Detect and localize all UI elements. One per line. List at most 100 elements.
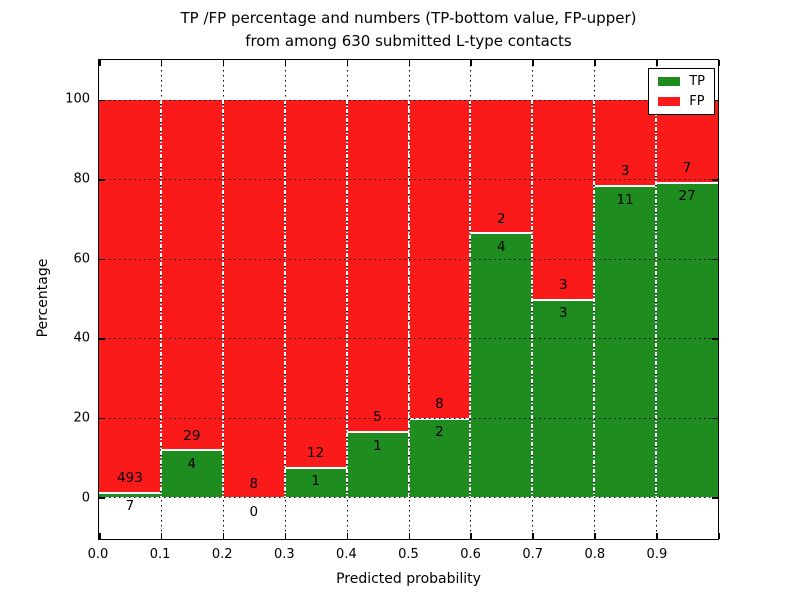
bar-tp-segment <box>160 449 223 498</box>
fp-count-label: 8 <box>249 475 259 492</box>
bar-fp-segment <box>532 99 595 299</box>
bar-edge-gridline <box>159 99 162 498</box>
bar-tp-segment <box>470 232 533 498</box>
x-tick-label: 0.1 <box>149 547 171 562</box>
x-axis-tick <box>594 60 596 66</box>
tp-count-label: 1 <box>373 437 382 454</box>
x-axis-tick <box>222 533 225 539</box>
x-axis-tick <box>346 60 349 66</box>
y-axis-tick <box>99 179 105 181</box>
bar-edge-gridline <box>655 99 658 498</box>
fp-swatch-icon <box>658 97 681 106</box>
x-axis-tick <box>718 533 720 539</box>
bar-tp-segment <box>532 298 595 498</box>
chart-title: TP /FP percentage and numbers (TP-bottom… <box>98 7 719 53</box>
fp-count-label: 5 <box>373 409 382 426</box>
x-axis-tick <box>99 60 101 66</box>
horizontal-gridline <box>99 179 718 181</box>
x-tick-label: 0.8 <box>584 547 606 562</box>
legend-entry-fp: FP <box>658 95 705 108</box>
x-tick-label: 0.0 <box>87 547 109 562</box>
bar-tp-segment <box>408 417 471 498</box>
horizontal-gridline <box>99 99 718 101</box>
x-axis-tick <box>532 533 534 539</box>
fp-count-label: 3 <box>558 276 568 293</box>
fp-count-label: 2 <box>497 210 506 227</box>
y-tick-label: 60 <box>73 251 90 267</box>
bar-tp-segment <box>346 431 409 498</box>
x-axis-tick <box>346 533 349 539</box>
y-tick-label: 20 <box>73 410 90 426</box>
y-axis-tick <box>99 497 105 499</box>
x-tick-label: 0.4 <box>336 547 357 562</box>
x-tick-label: 0.7 <box>522 547 544 562</box>
bar-fp-segment <box>470 99 533 233</box>
tp-count-label: 4 <box>187 455 197 472</box>
y-tick-label: 100 <box>65 91 90 107</box>
y-tick-labels: 0 20 40 60 80 100 <box>0 59 90 540</box>
x-axis-title: Predicted probability <box>336 571 481 587</box>
bar-edge-gridline <box>469 99 472 498</box>
x-axis-tick <box>656 533 658 539</box>
x-axis-tick <box>594 533 596 539</box>
fp-count-label: 7 <box>682 160 692 177</box>
x-tick-label: 0.5 <box>398 547 419 562</box>
y-axis-tick <box>99 338 105 340</box>
x-axis-tick <box>656 60 658 66</box>
bar-tp-segment <box>284 466 347 498</box>
y-tick-label: 40 <box>73 330 90 346</box>
tp-count-label: 0 <box>249 503 259 520</box>
x-tick-label: 0.3 <box>273 547 295 562</box>
y-axis-tick <box>99 417 105 420</box>
bar-edge-gridline <box>593 99 596 498</box>
bar-tp-segment <box>594 184 657 498</box>
bar-edge-gridline <box>531 99 534 498</box>
tp-count-label: 7 <box>125 498 135 515</box>
y-axis-tick <box>99 99 105 102</box>
x-axis-tick <box>408 60 410 66</box>
legend: TP FP <box>648 68 715 115</box>
horizontal-gridline <box>99 258 718 260</box>
bar-fp-segment <box>222 99 285 498</box>
bar-fp-segment <box>284 99 347 467</box>
tp-count-label: 3 <box>558 305 568 322</box>
y-axis-tick <box>712 417 718 420</box>
tp-count-label: 4 <box>497 238 506 255</box>
x-axis-tick <box>408 533 410 539</box>
x-axis-tick <box>160 533 163 539</box>
x-axis-tick <box>284 60 287 66</box>
x-axis-tick <box>99 533 101 539</box>
chart-title-line1: TP /FP percentage and numbers (TP-bottom… <box>180 9 637 27</box>
horizontal-gridline <box>99 417 718 419</box>
legend-label-tp: TP <box>689 74 705 89</box>
fp-count-label: 12 <box>307 445 325 462</box>
x-tick-labels: 0.0 0.1 0.2 0.3 0.4 0.5 0.6 0.7 0.8 0.9 <box>88 547 719 565</box>
bar-edge-gridline <box>283 99 286 498</box>
y-axis-tick <box>99 258 105 261</box>
plot-area: TP FP 493 7 29 4 8 0 12 1 5 1 8 2 2 4 3 3 3 11 7 27 <box>98 59 720 540</box>
x-axis-tick <box>470 60 472 66</box>
horizontal-gridline <box>99 338 718 340</box>
x-axis-tick <box>470 533 472 539</box>
bar-fp-segment <box>594 99 657 185</box>
bar-tp-segment <box>656 181 718 498</box>
y-axis-tick <box>712 497 718 499</box>
legend-entry-tp: TP <box>658 75 705 88</box>
x-axis-tick <box>532 60 534 66</box>
fp-count-label: 29 <box>183 427 201 444</box>
tp-swatch-icon <box>658 77 681 86</box>
tp-count-label: 2 <box>435 424 444 441</box>
bar-edge-gridline <box>345 99 348 498</box>
y-axis-tick <box>712 179 718 181</box>
bar-fp-segment <box>99 99 161 492</box>
x-axis-tick <box>284 533 287 539</box>
tp-count-label: 1 <box>311 473 320 490</box>
fp-count-label: 493 <box>117 470 143 487</box>
x-axis-tick <box>160 60 163 66</box>
tp-count-label: 11 <box>616 191 634 208</box>
bar-fp-segment <box>346 99 409 431</box>
y-tick-label: 0 <box>81 490 90 506</box>
horizontal-gridline <box>99 497 718 499</box>
x-axis-tick <box>718 60 720 66</box>
